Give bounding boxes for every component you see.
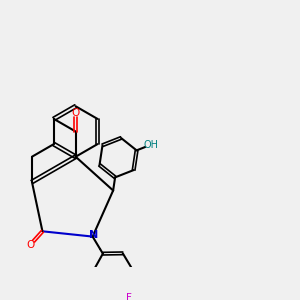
Text: F: F <box>126 292 132 300</box>
Text: OH: OH <box>143 140 158 150</box>
Text: O: O <box>26 240 34 250</box>
Text: N: N <box>89 230 99 240</box>
Text: O: O <box>71 108 80 118</box>
